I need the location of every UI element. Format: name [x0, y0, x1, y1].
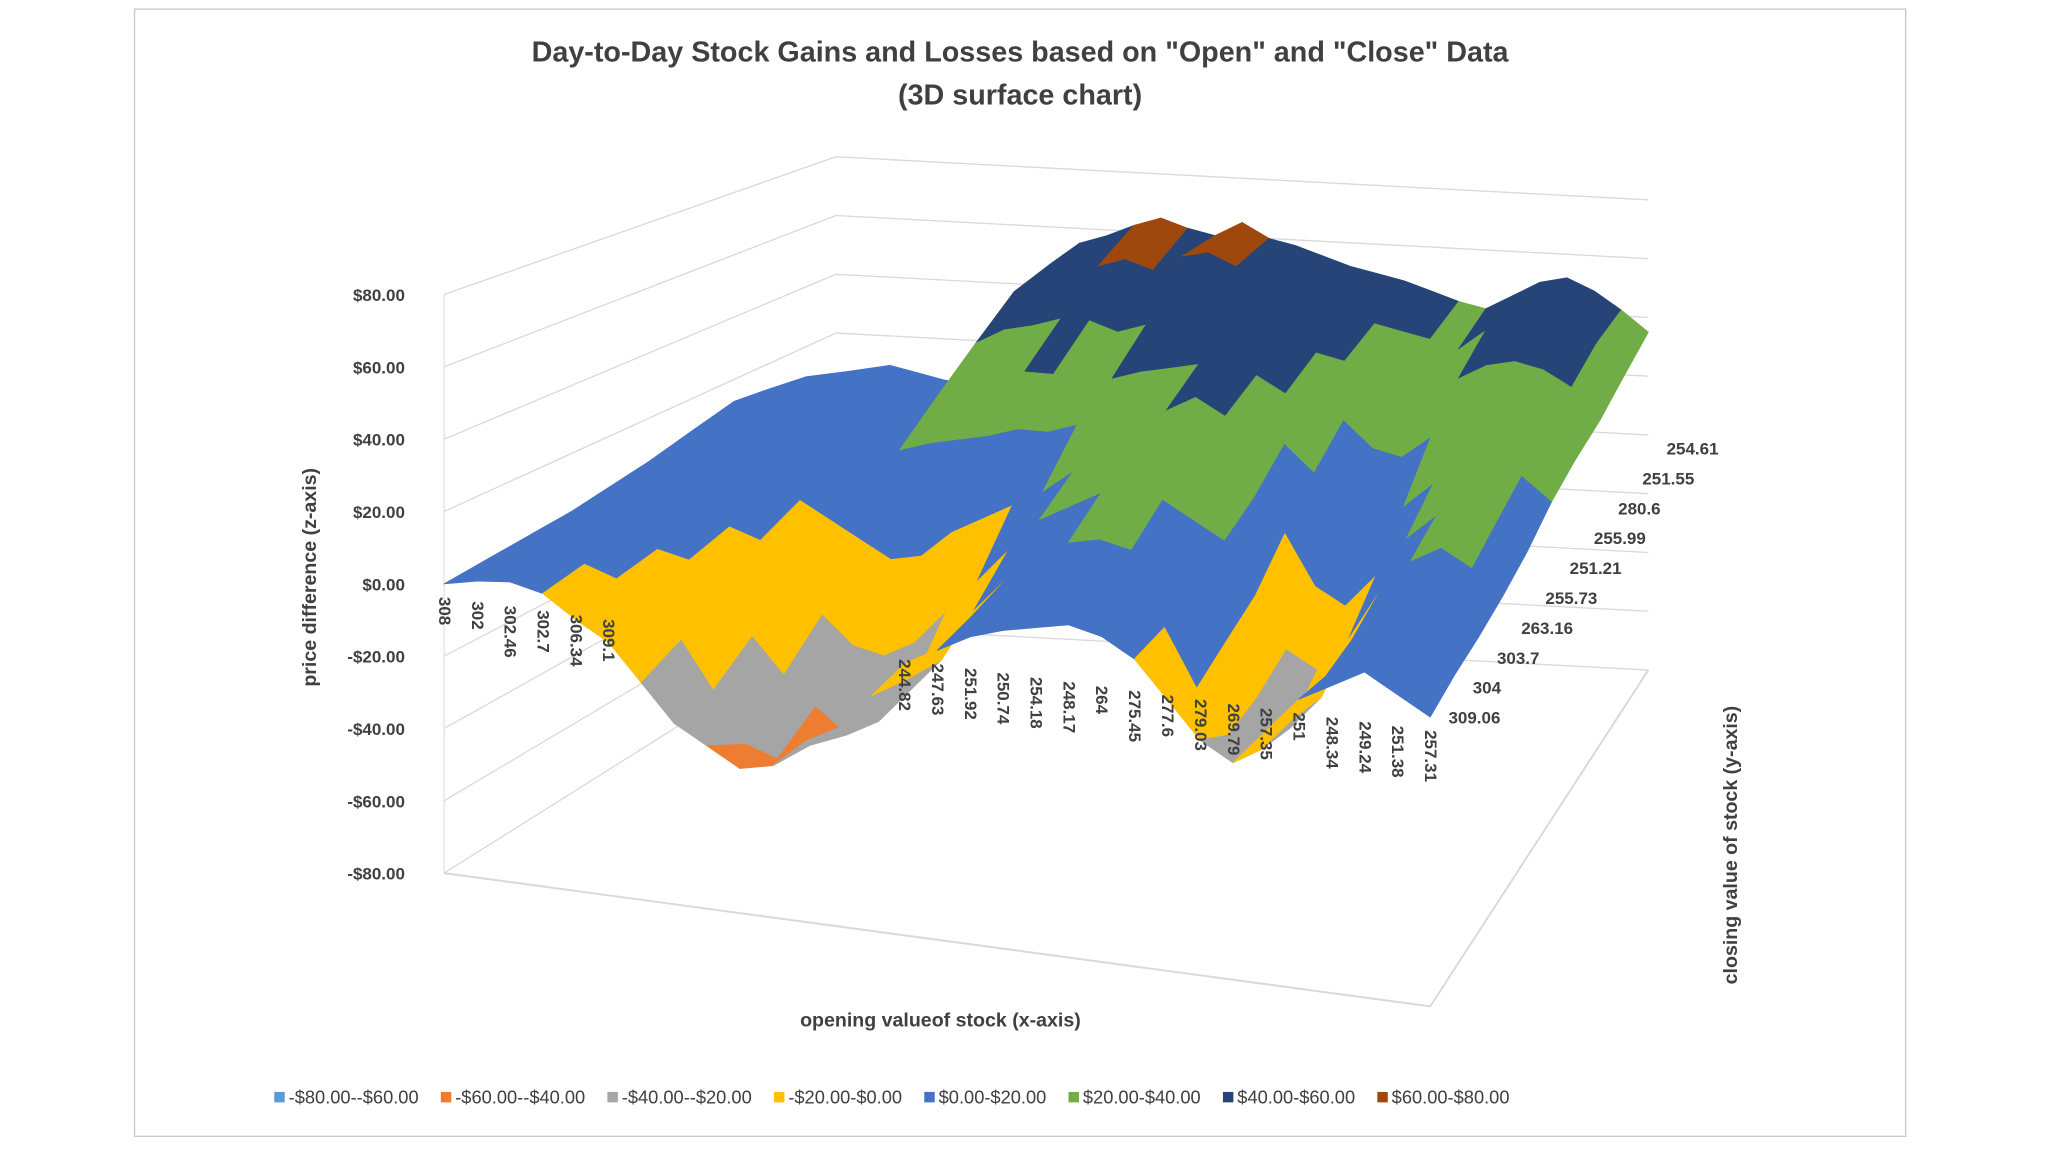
- legend-swatch: [773, 1091, 785, 1103]
- legend-label: $20.00-$40.00: [1083, 1087, 1201, 1108]
- legend-label: -$20.00-$0.00: [788, 1087, 902, 1108]
- y-tick-label: 263.16: [1521, 619, 1573, 638]
- legend-swatch: [1222, 1091, 1234, 1103]
- y-tick-label: 255.99: [1594, 529, 1646, 548]
- grid-line: [443, 332, 837, 513]
- grid-line: [443, 214, 837, 368]
- legend-label: $0.00-$20.00: [939, 1087, 1047, 1108]
- z-tick-label: $40.00: [353, 431, 405, 450]
- y-tick-label: 303.7: [1497, 649, 1539, 668]
- x-tick-label: 248.17: [1059, 681, 1078, 733]
- x-tick-label: 248.34: [1322, 717, 1341, 769]
- x-axis-title: opening valueof stock (x-axis): [800, 1010, 1081, 1032]
- x-tick-label: 257.31: [1421, 730, 1440, 782]
- x-tick-label: 249.24: [1355, 721, 1374, 773]
- legend-swatch: [1068, 1091, 1079, 1103]
- x-tick-label: 308: [435, 597, 454, 625]
- y-tick-label: 304: [1473, 679, 1502, 698]
- surface: [443, 217, 1649, 769]
- legend-label: $60.00-$80.00: [1392, 1087, 1510, 1108]
- grid-line: [835, 156, 1649, 201]
- x-tick-label: 244.82: [895, 659, 914, 711]
- x-tick-label: 279.03: [1191, 699, 1210, 751]
- x-tick-label: 269.79: [1224, 703, 1243, 755]
- z-tick-label: -$20.00: [347, 648, 405, 667]
- x-tick-label: 302.46: [501, 606, 520, 658]
- grid-line: [443, 156, 837, 296]
- z-tick-label: $80.00: [353, 286, 405, 305]
- labels: -$80.00 -$60.00 -$40.00 -$20.00 $0.00 $20.00 $…: [347, 286, 1718, 884]
- x-tick-label: 247.63: [928, 664, 947, 716]
- x-tick-label: 302: [468, 601, 487, 629]
- chart-subtitle: (3D surface chart): [898, 79, 1142, 111]
- grid-line: [443, 273, 837, 440]
- z-tick-label: $20.00: [353, 503, 405, 522]
- y-tick-label: 254.61: [1667, 440, 1719, 459]
- x-tick-label: 309.1: [599, 619, 618, 661]
- z-tick-label: $0.00: [362, 575, 404, 594]
- chart-title: Day-to-Day Stock Gains and Losses based …: [532, 36, 1510, 68]
- x-tick-label: 250.74: [994, 672, 1013, 724]
- x-tick-label: 257.35: [1257, 708, 1276, 760]
- y-tick-label: 255.73: [1545, 589, 1597, 608]
- x-tick-label: 251: [1289, 712, 1308, 740]
- x-tick-label: 254.18: [1027, 677, 1046, 729]
- y-axis-title: closing value of stock (y-axis): [1720, 706, 1742, 985]
- surface-cell: [1396, 652, 1455, 718]
- legend-label: -$40.00--$20.00: [622, 1087, 752, 1108]
- legend-swatch: [607, 1091, 618, 1103]
- x-tick-label: 275.45: [1125, 690, 1144, 742]
- x-tick-label: 306.34: [566, 615, 585, 667]
- z-tick-label: -$80.00: [347, 865, 405, 884]
- legend: -$80.00--$60.00 -$60.00--$40.00 -$40.00--$…: [274, 1087, 1510, 1108]
- z-axis-title: price difference (z-axis): [299, 468, 321, 687]
- z-tick-label: -$40.00: [347, 720, 405, 739]
- z-tick-label: -$60.00: [347, 792, 405, 811]
- y-tick-label: 251.55: [1642, 469, 1694, 488]
- legend-swatch: [924, 1091, 935, 1103]
- legend-swatch: [440, 1091, 452, 1103]
- y-tick-label: 280.6: [1618, 499, 1660, 518]
- z-tick-label: $60.00: [353, 358, 405, 377]
- legend-label: -$80.00--$60.00: [289, 1087, 419, 1108]
- legend-label: -$60.00--$40.00: [455, 1087, 585, 1108]
- x-tick-label: 277.6: [1158, 695, 1177, 737]
- floor-edge: [443, 669, 1650, 1008]
- legend-swatch: [274, 1091, 285, 1103]
- x-tick-label: 251.38: [1388, 726, 1407, 778]
- legend-label: $40.00-$60.00: [1237, 1087, 1355, 1108]
- x-tick-label: 302.7: [533, 610, 552, 652]
- x-tick-label: 264: [1092, 686, 1111, 715]
- y-tick-label: 251.21: [1570, 559, 1622, 578]
- x-tick-label: 251.92: [961, 668, 980, 720]
- y-tick-label: 309.06: [1448, 709, 1500, 728]
- legend-swatch: [1377, 1091, 1388, 1103]
